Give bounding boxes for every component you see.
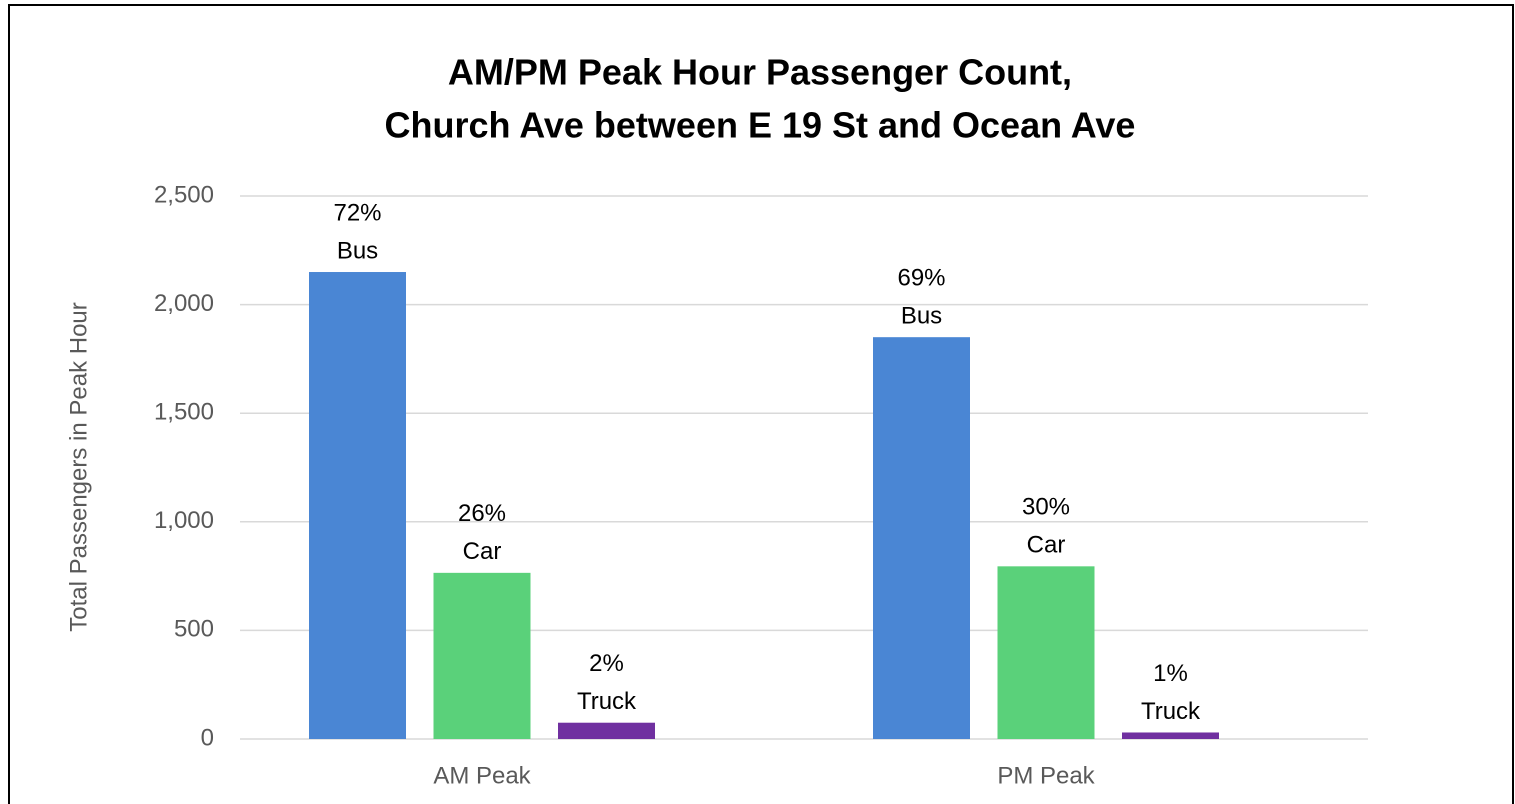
bar <box>558 722 655 739</box>
y-tick-label: 500 <box>174 616 214 643</box>
y-tick-label: 1,000 <box>154 507 214 534</box>
data-label: 2% <box>589 650 624 677</box>
data-label: Bus <box>901 303 942 330</box>
data-label: Car <box>463 538 502 565</box>
y-tick-label: 0 <box>201 724 214 751</box>
bar <box>433 572 531 739</box>
y-tick-label: 2,000 <box>154 290 214 317</box>
bar <box>997 566 1095 739</box>
data-label: 26% <box>458 500 506 527</box>
data-label: Truck <box>577 688 637 715</box>
data-label: 1% <box>1153 660 1188 687</box>
data-label: 69% <box>897 265 945 292</box>
data-label: Car <box>1027 532 1066 559</box>
chart-title: Church Ave between E 19 St and Ocean Ave <box>385 105 1136 146</box>
chart-title: AM/PM Peak Hour Passenger Count, <box>448 52 1072 93</box>
x-tick-label: AM Peak <box>433 762 531 789</box>
y-axis-label: Total Passengers in Peak Hour <box>65 302 92 632</box>
y-tick-label: 2,500 <box>154 181 214 208</box>
bar <box>309 272 406 739</box>
y-tick-label: 1,500 <box>154 399 214 426</box>
bar <box>873 337 970 739</box>
data-label: 30% <box>1022 494 1070 521</box>
data-label: Truck <box>1141 698 1201 725</box>
x-tick-label: PM Peak <box>997 762 1095 789</box>
data-label: Bus <box>337 237 378 264</box>
bar <box>1122 732 1219 739</box>
chart-frame <box>8 4 1514 804</box>
data-label: 72% <box>333 199 381 226</box>
